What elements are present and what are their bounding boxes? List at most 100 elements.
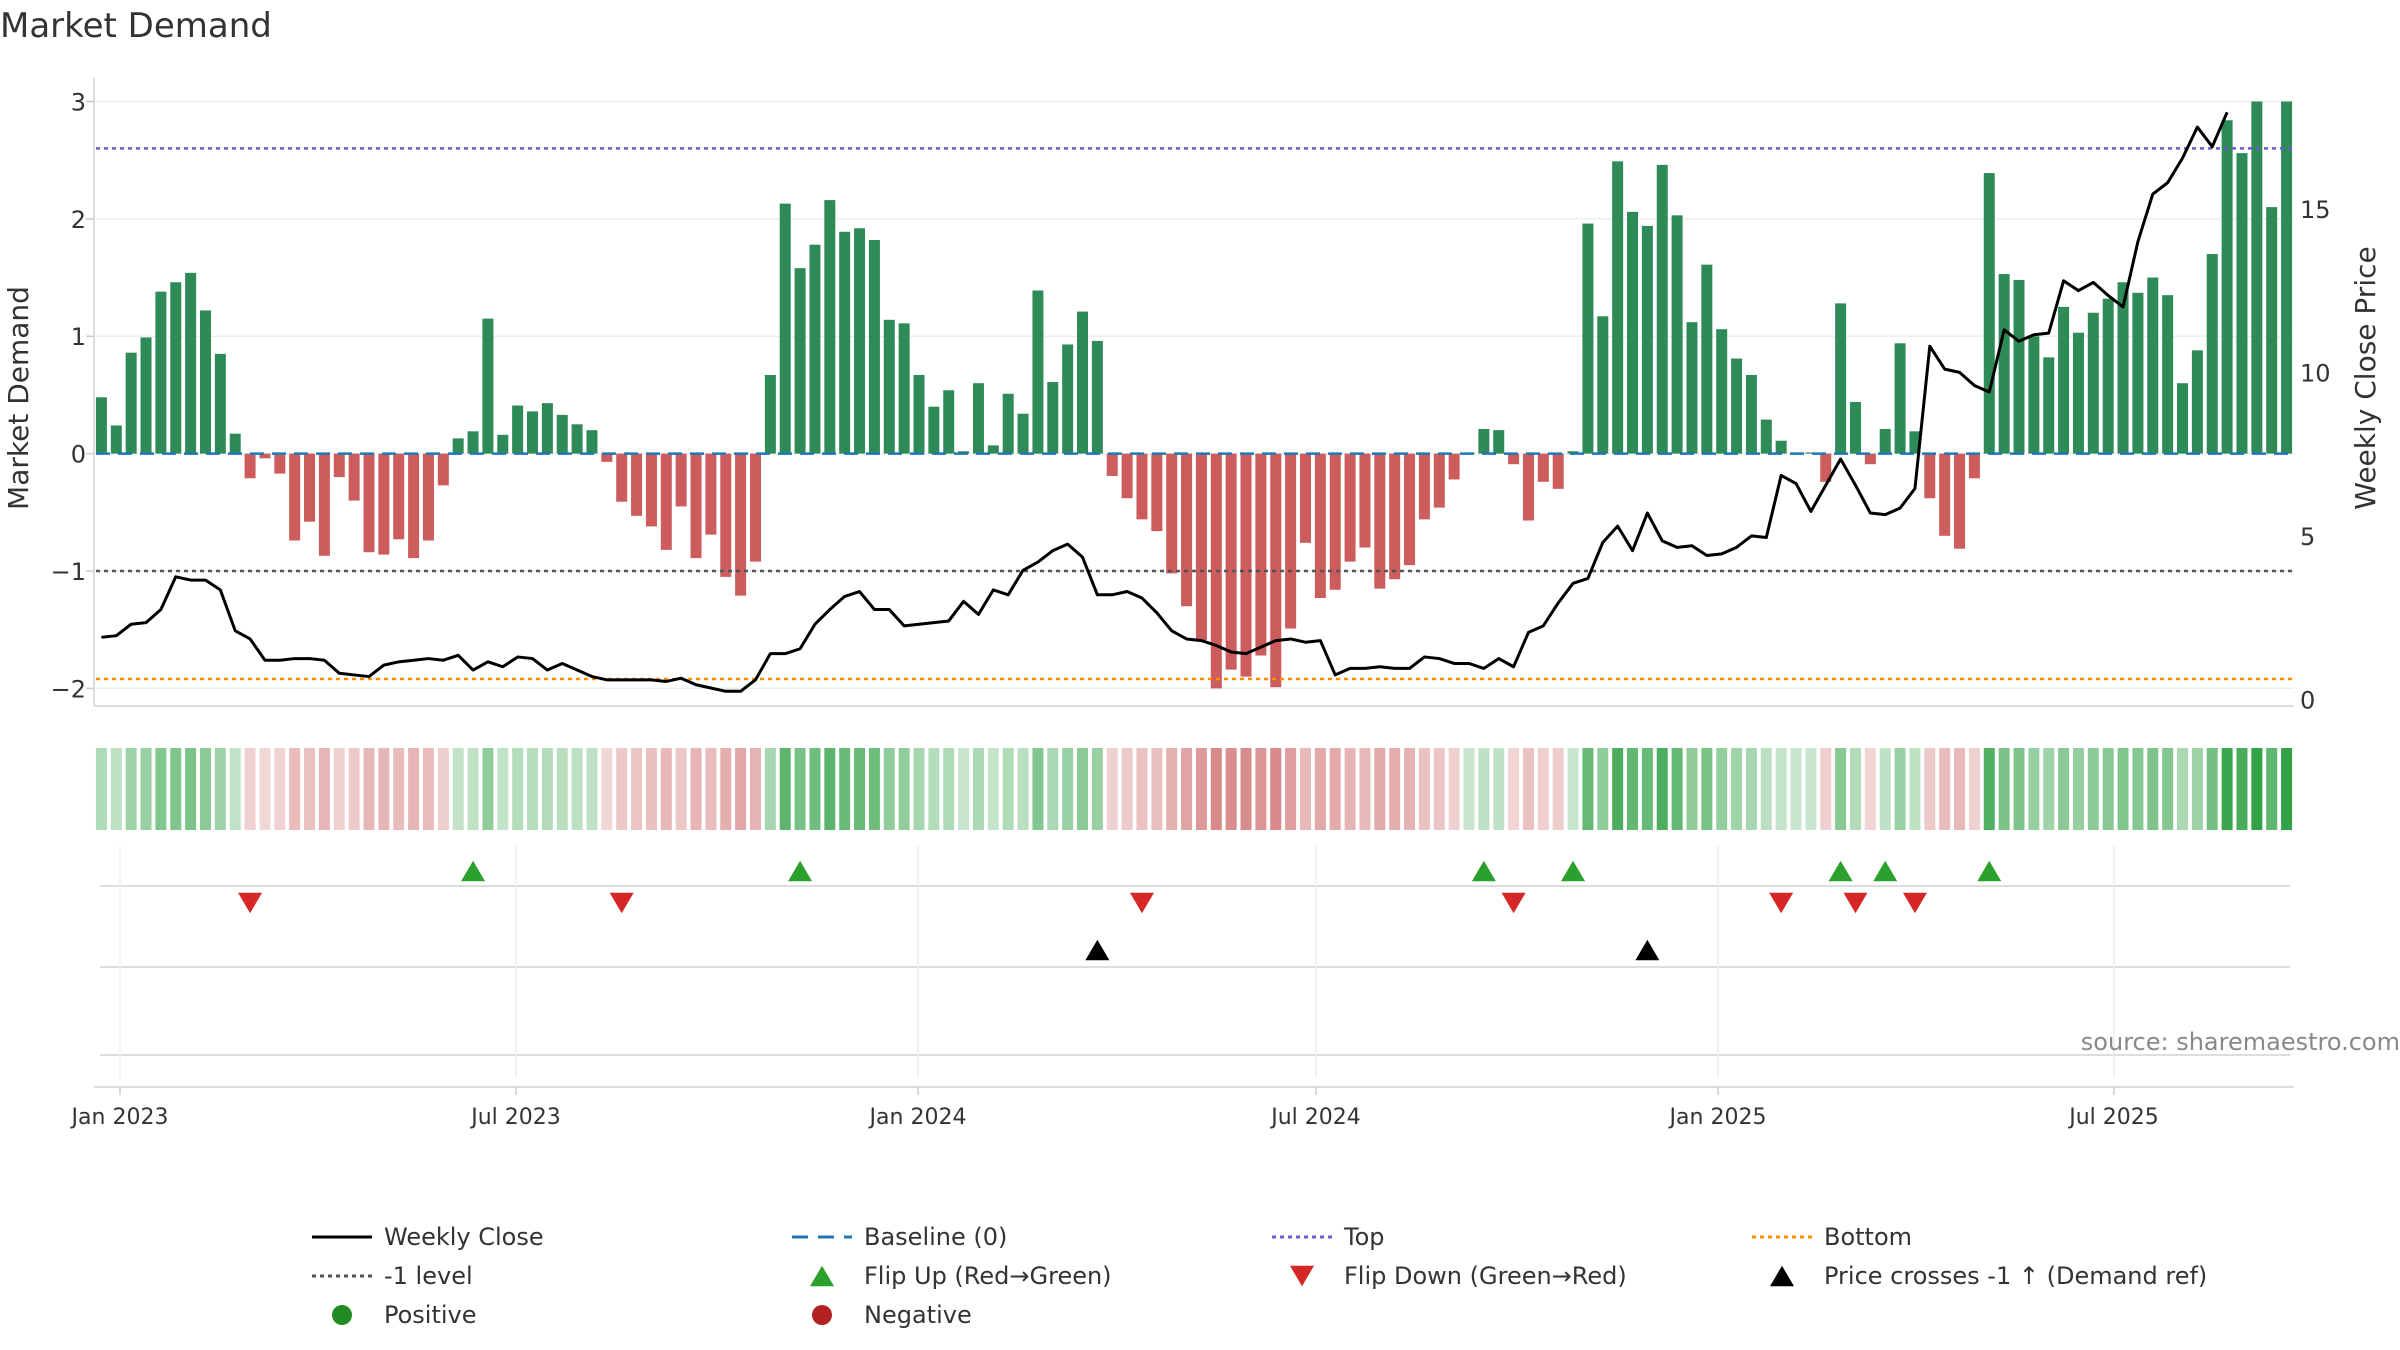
demand-bar-positive <box>110 425 122 454</box>
demand-bar-negative <box>1508 453 1520 465</box>
heat-cell <box>1136 748 1148 830</box>
tick-label-right: 15 <box>2300 196 2331 224</box>
demand-bar-positive <box>467 431 479 454</box>
heat-cell <box>616 748 628 830</box>
demand-bar-positive <box>1983 173 1995 454</box>
heat-cell <box>527 748 539 830</box>
heat-cell <box>839 748 851 830</box>
heat-cell <box>1745 748 1757 830</box>
legend: Weekly Close Baseline (0) Top Bottom -1 leve… <box>312 1223 2207 1329</box>
heat-cell <box>779 748 791 830</box>
flip-down-marker <box>1769 892 1794 914</box>
x-tick-label: Jul 2024 <box>1269 1105 1361 1130</box>
demand-bar-positive <box>839 231 851 454</box>
flip-up-marker <box>1977 860 2002 882</box>
grid-layer <box>94 100 2294 690</box>
demand-bar-negative <box>289 453 301 541</box>
demand-bar-negative <box>1181 453 1193 607</box>
x-tick-label: Jul 2023 <box>469 1105 561 1130</box>
demand-bar-negative <box>348 453 360 501</box>
legend-item: Bottom <box>1752 1223 1912 1251</box>
heat-cell <box>1864 748 1876 830</box>
heat-cell <box>408 748 420 830</box>
x-tick-label: Jan 2023 <box>70 1105 169 1130</box>
weekly-close-line <box>101 111 2229 693</box>
heat-cell <box>1552 748 1564 830</box>
demand-bar-positive <box>1686 322 1698 454</box>
demand-bar-positive <box>1582 223 1594 454</box>
flip-down-marker <box>1129 892 1154 914</box>
heat-cell <box>1344 748 1356 830</box>
tick-label-left: 1 <box>71 323 86 351</box>
demand-bar-negative <box>1166 453 1178 574</box>
legend-item: -1 level <box>312 1262 473 1290</box>
demand-bar-negative <box>1939 453 1951 536</box>
demand-bar-positive <box>1478 428 1490 454</box>
legend-label: Positive <box>384 1301 477 1329</box>
demand-bar-positive <box>541 403 553 454</box>
heat-cell <box>2147 748 2159 830</box>
heat-cell <box>1909 748 1921 830</box>
heat-cell <box>1404 748 1416 830</box>
tick-label-left: 0 <box>71 441 86 469</box>
legend-item: Price crosses -1 ↑ (Demand ref) <box>1770 1262 2207 1290</box>
flip-down-marker <box>238 892 263 914</box>
tick-label-right: 0 <box>2300 686 2315 714</box>
heat-cell <box>809 748 821 830</box>
demand-bar-negative <box>616 453 628 502</box>
heat-cell <box>1760 748 1772 830</box>
heat-cell <box>1017 748 1029 830</box>
heat-cell <box>2102 748 2114 830</box>
demand-bar-negative <box>1404 453 1416 566</box>
demand-bar-positive <box>1612 161 1624 454</box>
demand-bar-positive <box>764 374 776 454</box>
demand-bar-negative <box>1820 453 1832 482</box>
heat-cell <box>140 748 152 830</box>
heat-cell <box>1998 748 2010 830</box>
tick-label-left: −2 <box>51 675 86 703</box>
heat-cell <box>1181 748 1193 830</box>
tick-label-right: 10 <box>2300 359 2331 387</box>
heat-cell <box>259 748 271 830</box>
heat-cell <box>1671 748 1683 830</box>
demand-bar-positive <box>2251 101 2263 454</box>
demand-bar-negative <box>1522 453 1534 521</box>
demand-bar-positive <box>2132 292 2144 454</box>
demand-bar-positive <box>2206 254 2218 454</box>
heat-cell <box>304 748 316 830</box>
demand-bar-positive <box>155 291 167 454</box>
demand-bar-negative <box>1329 453 1341 590</box>
heat-cell <box>185 748 197 830</box>
demand-bar-positive <box>2236 153 2248 454</box>
heat-cell <box>2177 748 2189 830</box>
demand-bar-positive <box>586 430 598 454</box>
heat-cell <box>155 748 167 830</box>
demand-bar-negative <box>1448 453 1460 480</box>
heat-cell <box>675 748 687 830</box>
heat-cell <box>1582 748 1594 830</box>
heat-cell <box>1894 748 1906 830</box>
demand-bar-positive <box>185 272 197 454</box>
heat-cell <box>2266 748 2278 830</box>
flip-down-marker <box>609 892 634 914</box>
demand-bar-positive <box>2117 282 2129 454</box>
demand-bar-negative <box>1968 453 1980 479</box>
demand-bar-positive <box>229 433 241 454</box>
heat-cell <box>586 748 598 830</box>
heat-cell <box>2191 748 2203 830</box>
demand-bar-negative <box>259 453 271 459</box>
demand-bar-positive <box>1091 340 1103 454</box>
heat-cell <box>333 748 345 830</box>
heat-cell <box>512 748 524 830</box>
flip-up-marker <box>1828 860 1853 882</box>
heat-cell <box>482 748 494 830</box>
demand-bar-negative <box>1106 453 1118 476</box>
demand-bar-negative <box>1195 453 1207 641</box>
demand-bar-negative <box>318 453 330 556</box>
heat-cell <box>2043 748 2055 830</box>
demand-bar-negative <box>1537 453 1549 482</box>
heat-cell <box>1849 748 1861 830</box>
demand-bar-positive <box>1002 393 1014 454</box>
heat-cell <box>1508 748 1520 830</box>
